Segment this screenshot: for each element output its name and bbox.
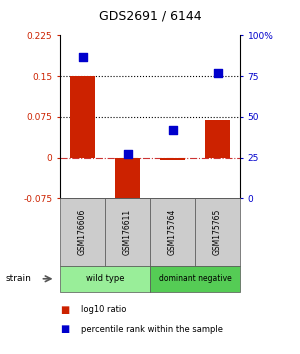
Text: GSM175764: GSM175764 [168,209,177,255]
Text: GSM176606: GSM176606 [78,209,87,255]
Text: GDS2691 / 6144: GDS2691 / 6144 [99,10,201,22]
Text: GSM175765: GSM175765 [213,209,222,255]
Text: log10 ratio: log10 ratio [81,305,126,314]
Point [125,152,130,157]
Text: strain: strain [6,274,32,283]
Bar [115,158,140,209]
Point [170,127,175,133]
Bar [160,158,185,160]
Text: dominant negative: dominant negative [159,274,231,283]
Text: percentile rank within the sample: percentile rank within the sample [81,325,223,334]
Text: ■: ■ [60,305,69,315]
Text: wild type: wild type [86,274,124,283]
Point [80,54,85,59]
Text: GSM176611: GSM176611 [123,209,132,255]
Bar [205,120,230,158]
Text: ■: ■ [60,324,69,334]
Bar [70,76,95,158]
Point [215,70,220,76]
